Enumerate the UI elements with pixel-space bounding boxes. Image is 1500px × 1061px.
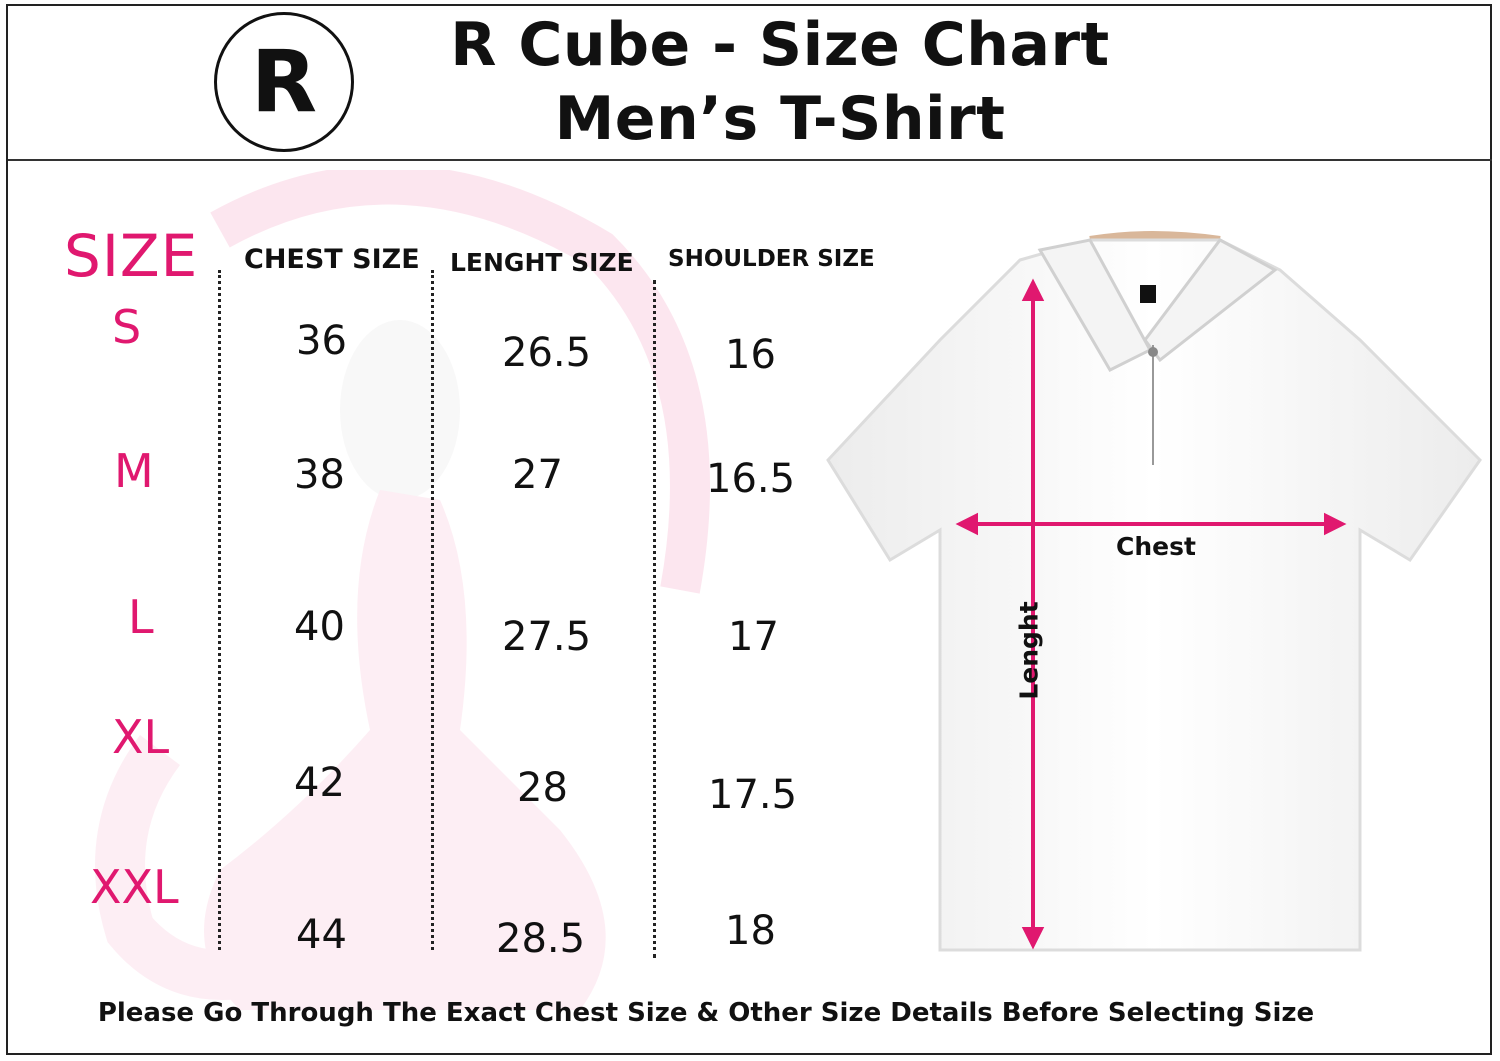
shoulder-value: 18 bbox=[725, 908, 776, 954]
chest-arrow-left-head bbox=[955, 512, 978, 536]
shoulder-value: 17.5 bbox=[708, 772, 798, 818]
length-value: 27.5 bbox=[502, 614, 592, 660]
shoulder-size-header: SHOULDER SIZE bbox=[668, 246, 875, 272]
header-divider bbox=[8, 159, 1492, 161]
title-line-2: Men’s T-Shirt bbox=[554, 84, 1006, 154]
length-value: 28.5 bbox=[496, 916, 586, 962]
title-line-1: R Cube - Size Chart bbox=[450, 10, 1110, 80]
watermark-figure bbox=[95, 170, 710, 1010]
chest-value: 44 bbox=[296, 912, 347, 958]
length-measure-label: Lenght bbox=[1014, 601, 1044, 700]
shoulder-value: 16.5 bbox=[706, 456, 796, 502]
length-arrow-bottom-head bbox=[1021, 927, 1045, 950]
length-value: 26.5 bbox=[502, 330, 592, 376]
size-label-s: S bbox=[112, 300, 142, 354]
chest-size-header: CHEST SIZE bbox=[244, 244, 420, 275]
chest-measure-label: Chest bbox=[1116, 532, 1196, 561]
tshirt-illustration bbox=[826, 231, 1482, 952]
length-value: 28 bbox=[517, 765, 568, 811]
column-separator bbox=[431, 270, 434, 950]
size-label-l: L bbox=[128, 590, 154, 644]
logo-letter: R bbox=[250, 32, 318, 132]
brand-logo: R bbox=[214, 12, 354, 152]
size-label-xl: XL bbox=[112, 710, 170, 764]
page-title: R Cube - Size Chart Men’s T-Shirt bbox=[380, 8, 1180, 156]
shoulder-value: 17 bbox=[728, 614, 779, 660]
chest-value: 36 bbox=[296, 318, 347, 364]
length-arrow-top-head bbox=[1021, 278, 1045, 301]
column-separator bbox=[218, 270, 221, 950]
shoulder-value: 16 bbox=[725, 332, 776, 378]
chest-value: 38 bbox=[294, 452, 345, 498]
column-separator bbox=[653, 280, 656, 958]
length-value: 27 bbox=[512, 452, 563, 498]
footer-note: Please Go Through The Exact Chest Size &… bbox=[97, 998, 1315, 1028]
length-size-header: LENGHT SIZE bbox=[450, 248, 634, 277]
measurement-arrows bbox=[955, 278, 1347, 950]
size-label-m: M bbox=[114, 444, 154, 498]
size-column-header: SIZE bbox=[64, 222, 199, 290]
size-label-xxl: XXL bbox=[90, 860, 179, 914]
chest-value: 40 bbox=[294, 604, 345, 650]
chest-arrow-right-head bbox=[1324, 512, 1347, 536]
chest-value: 42 bbox=[294, 760, 345, 806]
